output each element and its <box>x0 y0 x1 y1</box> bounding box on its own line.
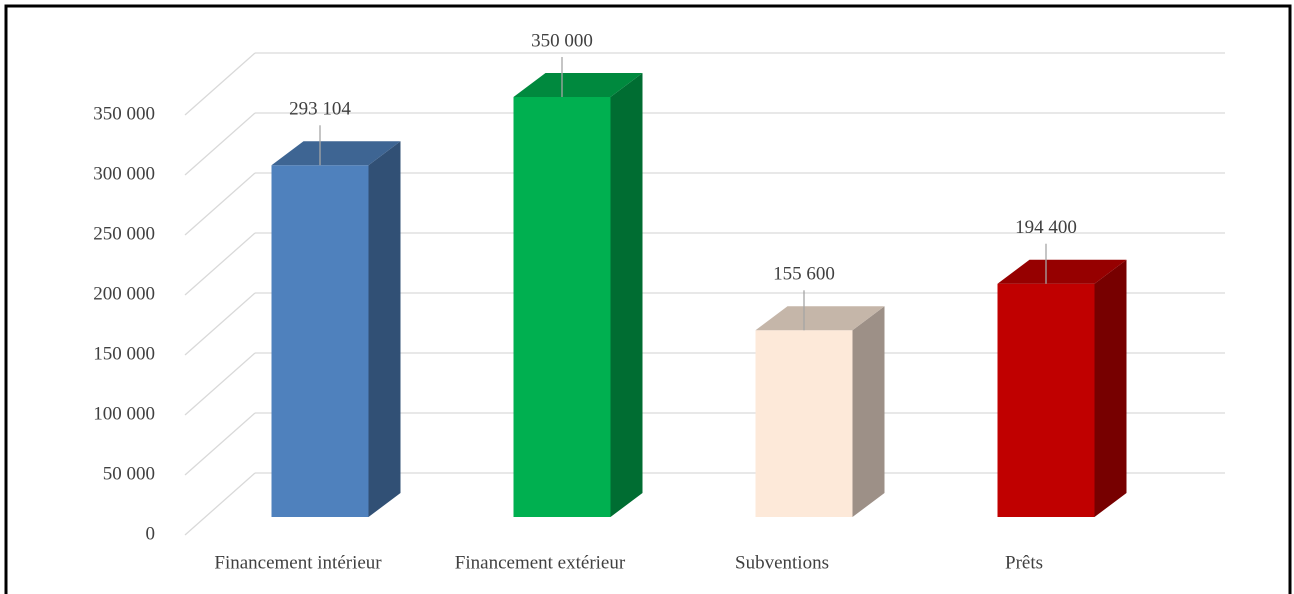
y-tick-label: 100 000 <box>93 403 155 424</box>
grid-line-side <box>184 412 256 476</box>
bar-side <box>368 141 401 517</box>
x-tick-label: Financement extérieur <box>455 552 626 573</box>
y-tick-label: 250 000 <box>93 223 155 244</box>
y-tick-label: 350 000 <box>93 103 155 124</box>
y-tick-label: 300 000 <box>93 163 155 184</box>
bar-top <box>755 306 885 331</box>
bar-top <box>271 141 401 166</box>
value-label: 155 600 <box>773 264 835 285</box>
grid-line-side <box>184 352 256 416</box>
bar <box>755 330 853 517</box>
value-label: 194 400 <box>1015 217 1077 238</box>
x-tick-label: Prêts <box>1005 552 1043 573</box>
grid-line-side <box>184 172 256 236</box>
y-tick-label: 0 <box>146 523 156 544</box>
value-label: 350 000 <box>531 30 593 51</box>
bar <box>271 165 369 517</box>
bar-side <box>852 306 885 517</box>
grid-line-side <box>184 112 256 176</box>
bar <box>997 283 1095 517</box>
bar-top <box>513 73 643 97</box>
bar-side <box>1094 259 1127 517</box>
grid-line-side <box>184 52 256 116</box>
grid-line-side <box>184 292 256 356</box>
grid-line-side <box>184 472 256 536</box>
value-label: 293 104 <box>289 99 351 120</box>
grid-line-side <box>184 232 256 296</box>
x-tick-label: Subventions <box>735 552 829 573</box>
y-tick-label: 150 000 <box>93 343 155 364</box>
y-tick-label: 200 000 <box>93 283 155 304</box>
y-tick-label: 50 000 <box>103 463 155 484</box>
bar <box>513 97 611 517</box>
bar-top <box>997 259 1127 284</box>
bar-side <box>610 73 643 517</box>
x-tick-label: Financement intérieur <box>214 552 382 573</box>
frame <box>4 4 1292 594</box>
